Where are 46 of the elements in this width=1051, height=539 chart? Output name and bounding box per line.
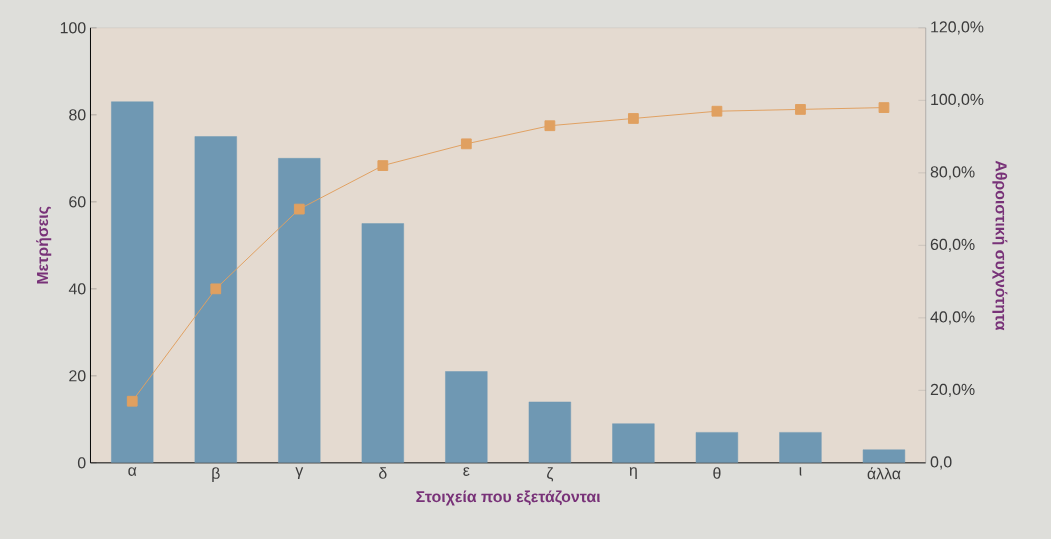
x-tick-label: γ	[295, 466, 304, 479]
point	[293, 203, 305, 215]
x-tick-label: θ	[713, 466, 721, 479]
y-axis-title: Μετρήσεις	[36, 206, 52, 284]
y2-tick-label: 0,0	[930, 456, 952, 470]
point	[878, 102, 890, 113]
bar	[194, 136, 237, 463]
y-tick-label: 80	[69, 109, 86, 121]
point	[711, 105, 723, 117]
bar	[695, 431, 739, 463]
point	[126, 395, 138, 407]
x-tick-label: ε	[463, 466, 470, 476]
x-tick-label: β	[212, 466, 220, 482]
point	[544, 120, 556, 131]
point	[795, 103, 806, 115]
x-tick-label: α	[128, 466, 137, 476]
y-tick-label: 100	[60, 22, 86, 34]
y2-tick-label: 100,0%	[931, 93, 984, 107]
x-tick-label: άλλα	[867, 466, 901, 480]
bar	[528, 401, 571, 463]
y-tick-label: 60	[69, 196, 86, 208]
x-axis-title: Στοιχεία που εξετάζονται	[416, 490, 601, 506]
point	[460, 138, 472, 150]
y2-tick-label: 60,0%	[930, 238, 975, 252]
bar	[445, 371, 488, 463]
x-tick-label: ι	[799, 466, 802, 476]
y2-tick-label: 20,0%	[930, 383, 975, 397]
y-tick-label: 20	[69, 370, 86, 382]
y2-tick-label: 120,0%	[931, 21, 984, 35]
x-tick-label: δ	[379, 466, 387, 479]
point	[377, 160, 389, 171]
y2-axis-title: Αθροιστική συχνότητα	[992, 160, 1008, 331]
bar	[862, 449, 906, 463]
x-tick-label: η	[629, 466, 637, 479]
x-tick-label: ζ	[547, 466, 554, 482]
bar	[361, 223, 404, 463]
bar	[111, 101, 154, 463]
point	[628, 112, 639, 124]
y-tick-label: 40	[68, 283, 86, 295]
bar	[612, 423, 655, 463]
y2-tick-label: 40,0%	[930, 311, 975, 325]
bar	[278, 157, 321, 463]
y2-tick-label: 80,0%	[930, 166, 975, 180]
point	[210, 283, 222, 295]
y-tick-label: 0	[77, 457, 86, 469]
bar	[779, 431, 822, 463]
